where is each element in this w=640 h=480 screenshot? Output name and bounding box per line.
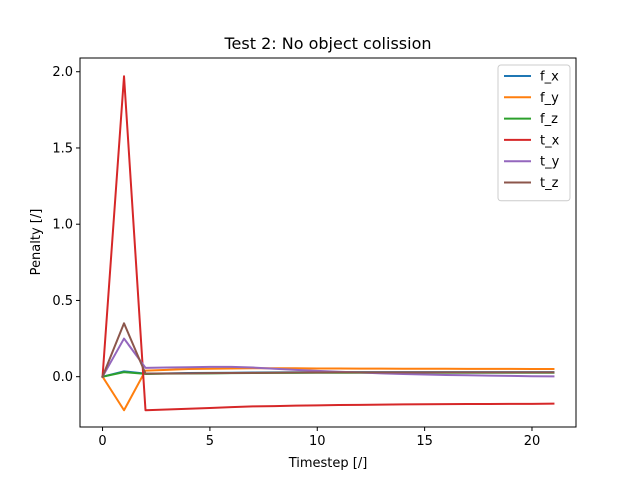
series-lines xyxy=(101,75,555,412)
series-line-t-y xyxy=(101,337,555,379)
x-axis-ticks: 0 5 10 15 20 xyxy=(98,427,540,449)
series-line-f-y xyxy=(101,367,555,412)
x-tick-label: 0 xyxy=(98,434,106,449)
x-tick-label: 10 xyxy=(309,434,326,449)
y-tick-label: 2.0 xyxy=(52,65,73,80)
y-tick-label: 0.5 xyxy=(52,294,73,309)
legend-label-t-y: t_y xyxy=(540,155,560,170)
x-axis-label: Timestep [/] xyxy=(288,456,368,471)
legend-label-f-y: f_y xyxy=(540,91,559,106)
y-axis-label: Penalty [/] xyxy=(29,209,44,276)
x-tick-label: 5 xyxy=(206,434,214,449)
y-tick-label: 1.5 xyxy=(52,141,73,156)
y-axis-ticks: 0.0 0.5 1.0 1.5 2.0 xyxy=(52,65,80,385)
chart-title: Test 2: No object colission xyxy=(223,34,431,53)
x-tick-label: 15 xyxy=(416,434,433,449)
legend-label-t-x: t_x xyxy=(540,133,560,148)
y-tick-label: 0.0 xyxy=(52,370,73,385)
legend-box xyxy=(497,64,571,202)
x-tick-label: 20 xyxy=(524,434,541,449)
legend-label-t-z: t_z xyxy=(540,176,559,191)
series-line-t-x xyxy=(101,75,555,412)
legend-label-f-z: f_z xyxy=(540,112,558,127)
series-line-t-z xyxy=(101,322,555,378)
axes-frame xyxy=(79,57,577,428)
legend: f_x f_y f_z t_x t_y t_z xyxy=(497,64,571,202)
legend-label-f-x: f_x xyxy=(540,70,559,85)
y-tick-label: 1.0 xyxy=(52,218,73,233)
